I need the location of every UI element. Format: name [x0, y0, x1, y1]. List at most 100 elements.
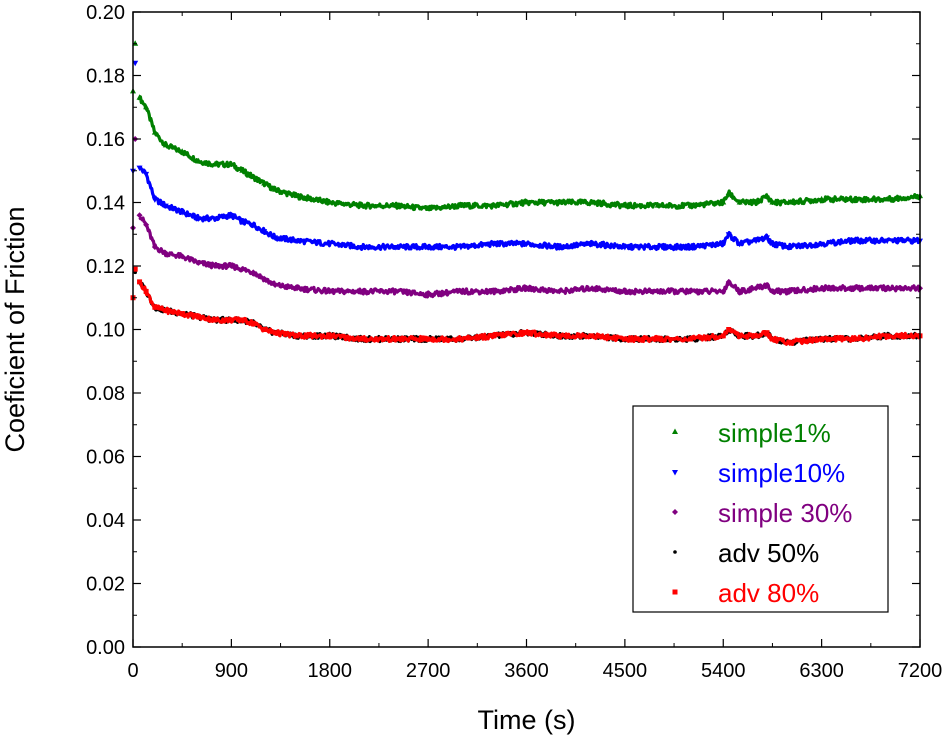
- data-point: [359, 288, 366, 295]
- data-point: [196, 314, 202, 320]
- data-point: [818, 195, 825, 202]
- data-point: [523, 241, 530, 248]
- data-point: [212, 317, 218, 323]
- data-point: [326, 199, 333, 205]
- data-point: [458, 336, 464, 342]
- data-point: [228, 160, 235, 167]
- data-point: [621, 202, 628, 208]
- data-point: [764, 330, 770, 336]
- x-tick-label: 4500: [603, 660, 648, 682]
- data-point: [556, 333, 562, 339]
- data-point: [786, 339, 792, 345]
- legend-entry: simple10%: [672, 458, 845, 488]
- data-point: [136, 165, 143, 172]
- data-point: [152, 304, 158, 310]
- data-point: [736, 199, 743, 205]
- data-point: [654, 244, 661, 251]
- data-point: [250, 320, 256, 326]
- data-point: [753, 333, 759, 339]
- data-point: [132, 266, 138, 272]
- legend-label: simple 30%: [718, 498, 852, 528]
- data-point: [360, 336, 366, 342]
- y-tick-label: 0.06: [86, 447, 125, 469]
- data-point: [425, 336, 431, 342]
- data-point: [272, 282, 279, 289]
- data-point: [327, 333, 333, 339]
- tick-layer: 0 900 1800 2700 3600 4500 5400 6300 7200 0.00 0.02…: [86, 2, 942, 682]
- data-point: [228, 263, 235, 269]
- data-point: [162, 141, 169, 148]
- legend-label: simple1%: [718, 418, 831, 448]
- data-point: [763, 282, 770, 289]
- data-point: [622, 336, 628, 342]
- data-point: [163, 307, 169, 313]
- legend-label: adv 50%: [718, 538, 819, 568]
- data-point: [143, 288, 149, 294]
- legend-marker: [672, 428, 678, 434]
- data-point: [293, 192, 300, 199]
- data-point: [179, 210, 186, 216]
- data-point: [589, 333, 595, 339]
- y-axis-title: Coeficient of Friction: [0, 206, 30, 452]
- data-point: [654, 202, 661, 208]
- data-point: [239, 317, 245, 323]
- data-point: [425, 244, 432, 251]
- legend-marker: [672, 589, 678, 595]
- data-point: [763, 192, 770, 199]
- y-tick-label: 0.12: [86, 256, 125, 278]
- data-point: [589, 285, 596, 292]
- data-point: [655, 336, 661, 342]
- y-tick-label: 0.16: [86, 129, 125, 151]
- data-point: [726, 327, 732, 332]
- data-point: [261, 179, 268, 186]
- legend-box: [632, 405, 889, 613]
- legend-marker: [672, 509, 678, 515]
- legend-entry: simple1%: [672, 418, 831, 448]
- data-point: [359, 244, 366, 251]
- data-point: [851, 285, 858, 292]
- data-point: [136, 212, 143, 219]
- series-simple1%: [130, 40, 923, 212]
- data-point: [753, 199, 760, 205]
- data-point: [851, 238, 858, 245]
- legend-marker: [672, 470, 678, 476]
- series-trace: [138, 165, 922, 252]
- data-point: [490, 202, 497, 208]
- data-point: [884, 195, 891, 202]
- data-point: [753, 238, 760, 245]
- data-point: [523, 285, 530, 292]
- data-point: [687, 288, 694, 295]
- data-point: [326, 241, 333, 248]
- data-point: [179, 253, 186, 260]
- data-point: [785, 199, 792, 205]
- data-point: [151, 243, 158, 250]
- y-tick-label: 0.04: [86, 510, 125, 532]
- legend-entry: adv 50%: [673, 538, 819, 568]
- x-tick-label: 7200: [898, 660, 943, 682]
- y-tick-label: 0.18: [86, 66, 125, 88]
- data-point: [654, 288, 661, 295]
- x-tick-label: 2700: [406, 660, 451, 682]
- data-point: [621, 288, 628, 295]
- x-tick-label: 3600: [504, 660, 549, 682]
- data-point: [392, 202, 399, 208]
- data-point: [425, 291, 432, 298]
- data-point: [725, 189, 732, 195]
- data-point: [769, 241, 776, 248]
- data-point: [162, 250, 169, 257]
- data-point: [261, 327, 267, 332]
- data-point: [785, 288, 792, 295]
- data-point: [272, 186, 279, 192]
- legend-label: simple10%: [718, 458, 845, 488]
- data-point: [753, 285, 760, 292]
- data-point: [211, 263, 218, 269]
- data-point: [239, 266, 246, 273]
- data-point: [884, 333, 890, 339]
- data-point: [136, 94, 143, 100]
- data-point: [261, 229, 268, 235]
- data-point: [151, 129, 158, 135]
- data-point: [851, 195, 858, 202]
- data-point: [239, 167, 246, 173]
- data-point: [261, 275, 268, 282]
- data-point: [737, 333, 743, 339]
